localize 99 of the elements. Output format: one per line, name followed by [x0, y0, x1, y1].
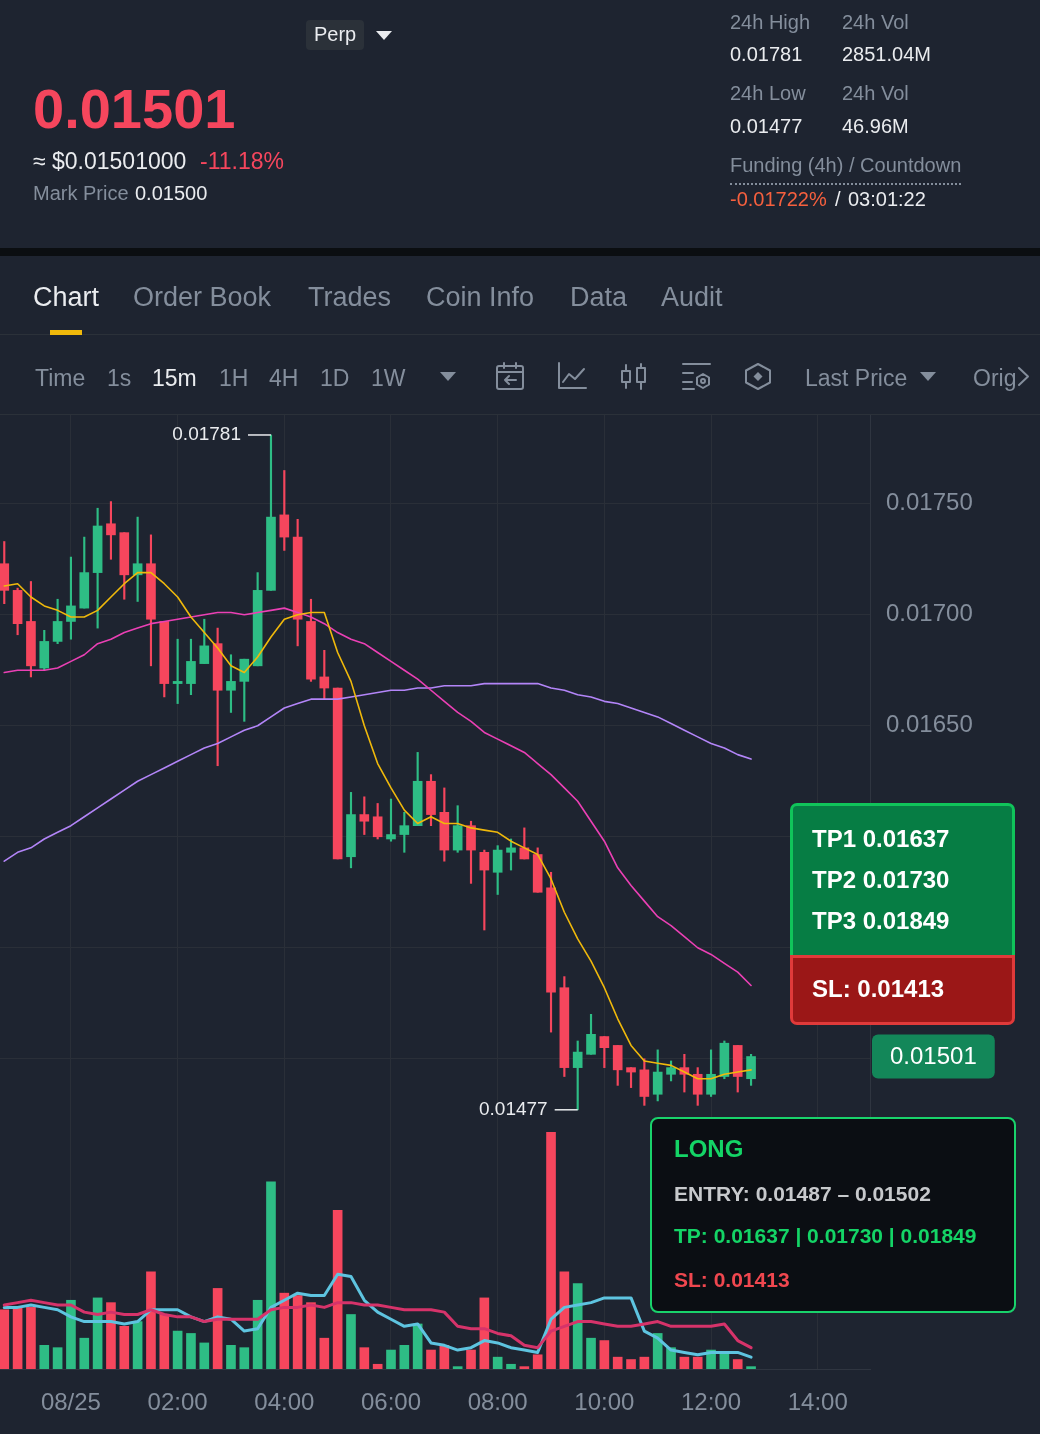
bar: [79, 1337, 90, 1369]
annotation: SL: 0.01413: [674, 1268, 790, 1293]
bar: [492, 1356, 503, 1369]
bar: [399, 1344, 410, 1369]
bar: [39, 1344, 50, 1369]
bar: [172, 1330, 183, 1369]
text: -0.01722%: [730, 188, 827, 211]
annotation: 0.01781: [172, 423, 241, 445]
text: Perp: [314, 23, 357, 46]
annotation: SL: 0.01413: [812, 975, 945, 1003]
bar: [639, 1356, 650, 1369]
x-tick-label: 14:00: [787, 1388, 848, 1416]
text: 24h Vol: [842, 82, 909, 105]
bar: [546, 1132, 556, 1369]
text: 1s: [107, 365, 132, 392]
x-tick-label: 06:00: [360, 1388, 422, 1416]
bar: [0, 1309, 10, 1369]
bar: [346, 1314, 356, 1369]
bar: [199, 1342, 210, 1369]
text: Audit: [661, 282, 723, 314]
annotation: TP1 0.01637: [812, 825, 950, 853]
text: 1H: [219, 365, 249, 392]
text: 4H: [269, 365, 299, 392]
bar: [626, 1359, 636, 1369]
bar: [746, 1366, 756, 1369]
x-tick-label: 02:00: [147, 1388, 208, 1416]
bar: [66, 1299, 76, 1369]
x-tick-label: 12:00: [681, 1388, 742, 1416]
x-tick-label: 04:00: [254, 1388, 315, 1416]
x-tick-label: 08:00: [467, 1388, 528, 1416]
text: Order Book: [133, 282, 272, 314]
annotation: 0.01477: [479, 1098, 548, 1120]
text: 24h Low: [730, 82, 806, 105]
text: 46.96M: [842, 115, 909, 138]
text: 0.01501: [889, 1042, 977, 1070]
bar: [12, 1307, 23, 1369]
bar: [519, 1366, 530, 1369]
bar: [359, 1347, 370, 1369]
bar: [732, 1359, 743, 1369]
bar: [119, 1326, 130, 1369]
annotation: TP: 0.01637 | 0.01730 | 0.01849: [674, 1224, 977, 1249]
bar: [106, 1302, 116, 1369]
text: 0.01501: [33, 77, 236, 142]
annotation: TP2 0.01730: [812, 866, 950, 894]
bar: [452, 1366, 463, 1369]
bar: [239, 1347, 250, 1369]
bar: [599, 1340, 610, 1369]
bar: [306, 1302, 316, 1369]
bar: [612, 1356, 623, 1369]
y-tick-label: 0.01700: [886, 599, 973, 627]
x-tick-label: 08/25: [40, 1388, 101, 1416]
text: 1D: [320, 365, 350, 392]
text: Orig: [973, 365, 1017, 392]
x-tick-label: 10:00: [574, 1388, 635, 1416]
bar: [386, 1349, 396, 1369]
bar: [319, 1337, 330, 1369]
text: 15m: [152, 365, 197, 392]
bar: [159, 1314, 170, 1369]
text: Mark Price: [33, 182, 129, 205]
bar: [226, 1344, 236, 1369]
text: 24h Vol: [842, 11, 909, 34]
bar: [146, 1271, 156, 1369]
bar: [26, 1307, 36, 1369]
text: ≈ $0.01501000: [33, 148, 187, 175]
bar: [279, 1292, 290, 1369]
annotation: LONG: [674, 1135, 744, 1163]
bar: [692, 1356, 703, 1369]
y-tick-label: 0.01750: [886, 488, 973, 516]
text: 0.01500: [135, 182, 208, 205]
text: -11.18%: [200, 148, 284, 175]
bar: [532, 1354, 543, 1369]
bar: [186, 1333, 196, 1369]
text: Funding (4h) / Countdown: [730, 154, 962, 177]
bar: [266, 1181, 276, 1369]
bar: [586, 1337, 596, 1369]
text: 2851.04M: [842, 43, 931, 66]
text: Trades: [308, 282, 392, 314]
bar: [679, 1356, 690, 1369]
text: 24h High: [730, 11, 811, 34]
y-tick-label: 0.01650: [886, 710, 973, 738]
annotation: ENTRY: 0.01487 – 0.01502: [674, 1182, 931, 1207]
text: Coin Info: [426, 282, 535, 314]
bar: [52, 1347, 63, 1369]
text: 0.01477: [730, 115, 803, 138]
text: 03:01:22: [848, 188, 926, 211]
bar: [466, 1349, 476, 1369]
text: Chart: [33, 282, 100, 314]
bar: [372, 1363, 383, 1369]
text: Data: [570, 282, 628, 314]
text: 1W: [371, 365, 406, 392]
text: Time: [35, 365, 86, 392]
bar: [506, 1363, 516, 1369]
text: /: [835, 188, 841, 211]
text: 0.01781: [730, 43, 803, 66]
bar: [132, 1321, 143, 1369]
bar: [572, 1283, 583, 1369]
annotation: TP3 0.01849: [812, 907, 950, 935]
text: Last Price: [805, 365, 908, 392]
bar: [426, 1349, 436, 1369]
